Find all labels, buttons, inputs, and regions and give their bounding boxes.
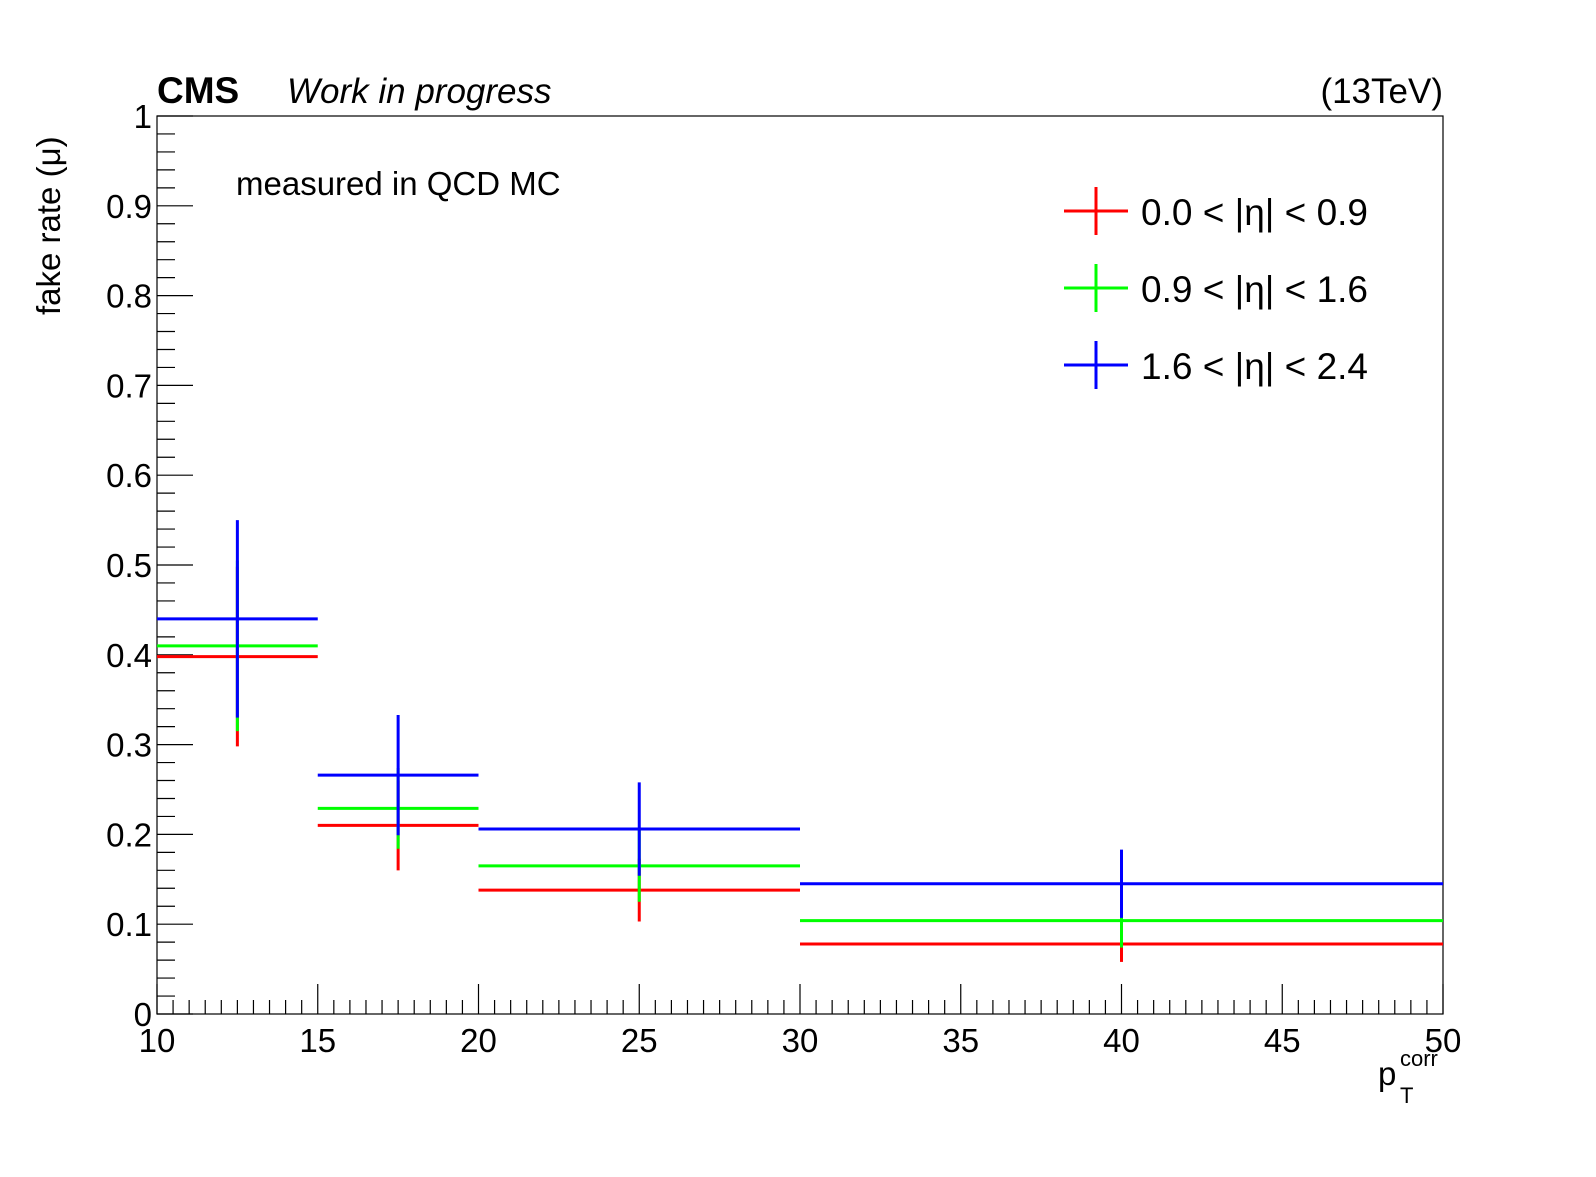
y-tick-label: 0: [134, 996, 152, 1033]
y-tick-label: 0.4: [106, 637, 152, 674]
y-tick-label: 0.7: [106, 367, 152, 404]
x-tick-label: 50: [1425, 1022, 1462, 1059]
legend-label: 0.0 < |η| < 0.9: [1141, 192, 1368, 233]
legend-label: 0.9 < |η| < 1.6: [1141, 269, 1368, 310]
x-tick-label: 30: [782, 1022, 819, 1059]
x-axis-title-sup: corr: [1400, 1046, 1438, 1071]
x-tick-label: 20: [460, 1022, 497, 1059]
legend-entry: 0.9 < |η| < 1.6: [1064, 264, 1368, 312]
x-tick-label: 10: [139, 1022, 176, 1059]
x-tick-label: 15: [299, 1022, 336, 1059]
legend-label: 1.6 < |η| < 2.4: [1141, 346, 1368, 387]
legend: 0.0 < |η| < 0.9 0.9 < |η| < 1.6 1.6 < |η| …: [1064, 187, 1368, 389]
y-tick-label: 0.8: [106, 278, 152, 315]
x-axis-title: p T corr: [1378, 1046, 1438, 1108]
legend-entry: 0.0 < |η| < 0.9: [1064, 187, 1368, 235]
series: [157, 566, 1443, 962]
x-tick-label: 45: [1264, 1022, 1301, 1059]
axes-layer: 10 15 20 25 30 35 40 45 50 0 0.1 0.2 0.3 0.4 0.5 0.6 0.7…: [106, 98, 1461, 1059]
x-axis-title-main: p: [1378, 1055, 1396, 1092]
y-tick-label: 0.6: [106, 457, 152, 494]
x-tick-label: 40: [1103, 1022, 1140, 1059]
status-label: Work in progress: [287, 72, 552, 111]
series: [157, 520, 1443, 918]
annotation-label: measured in QCD MC: [236, 165, 561, 202]
x-tick-label: 25: [621, 1022, 658, 1059]
y-tick-label: 0.5: [106, 547, 152, 584]
data-layer: [157, 520, 1443, 962]
y-tick-label: 0.1: [106, 906, 152, 943]
y-tick-label: 0.2: [106, 816, 152, 853]
y-axis-title: fake rate (μ): [30, 136, 67, 315]
experiment-label: CMS: [157, 70, 239, 111]
y-tick-label: 1: [134, 98, 152, 135]
plot-frame: [156, 115, 1444, 1015]
y-tick-label: 0.9: [106, 188, 152, 225]
x-axis-title-sub: T: [1400, 1083, 1413, 1108]
energy-label: (13TeV): [1320, 72, 1443, 111]
x-tick-label: 35: [942, 1022, 979, 1059]
y-tick-label: 0.3: [106, 727, 152, 764]
legend-entry: 1.6 < |η| < 2.4: [1064, 341, 1368, 389]
